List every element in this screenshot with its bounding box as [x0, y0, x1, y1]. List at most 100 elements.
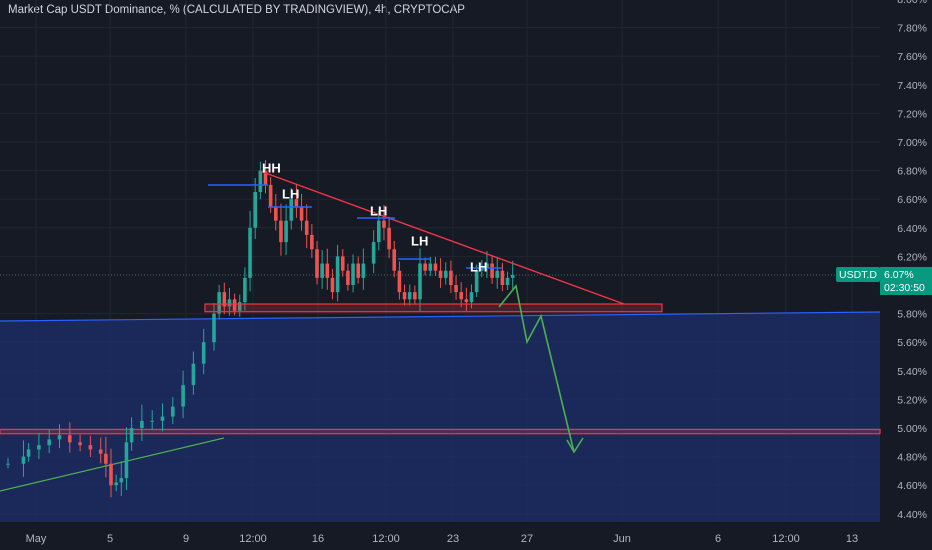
- y-axis-tick: 5.80%: [897, 309, 927, 321]
- lower-support-zone: [0, 428, 881, 435]
- y-axis-tick: 5.40%: [897, 366, 927, 378]
- candle-body: [299, 206, 304, 221]
- candle-body: [469, 292, 474, 303]
- candle-body: [402, 292, 407, 300]
- y-axis-tick: 5.00%: [897, 423, 927, 435]
- x-axis-tick: 13: [846, 533, 858, 545]
- symbol-badge: [836, 266, 880, 282]
- price-value: 6.07%: [884, 269, 914, 281]
- candle-body: [418, 263, 422, 300]
- x-axis-tick: 9: [183, 533, 189, 545]
- candle-body: [510, 274, 515, 278]
- x-axis-tick: 5: [107, 533, 113, 545]
- candle-body: [160, 416, 165, 421]
- candle-body: [129, 428, 134, 443]
- candle-body: [464, 299, 469, 303]
- x-axis-tick: 12:00: [239, 533, 267, 545]
- candle-body: [289, 199, 294, 221]
- candle-body: [413, 292, 417, 300]
- candle-body: [274, 206, 278, 221]
- candle-body: [232, 299, 237, 311]
- candle-body: [268, 184, 273, 207]
- chart-title: Market Cap USDT Dominance, % (CALCULATED…: [8, 4, 465, 16]
- y-axis-tick: 7.60%: [897, 51, 927, 63]
- candle-body: [377, 220, 381, 243]
- candle-body: [320, 263, 324, 278]
- candle-body: [443, 270, 448, 278]
- candle-body: [495, 270, 500, 278]
- descending-resistance-line: [259, 170, 625, 305]
- candle-body: [315, 249, 319, 278]
- candle-body: [222, 292, 227, 307]
- candle-body: [294, 199, 299, 207]
- x-axis-tick: 16: [312, 533, 324, 545]
- candle-body: [407, 292, 412, 300]
- candle-body: [449, 270, 453, 285]
- y-axis-tick: 4.60%: [897, 480, 927, 492]
- candle-body: [387, 227, 391, 250]
- candle-body: [392, 249, 397, 271]
- candle-body: [217, 292, 221, 314]
- candle-body: [201, 342, 206, 364]
- candle-body: [78, 442, 82, 446]
- candle-body: [21, 456, 26, 464]
- candle-body: [454, 285, 458, 293]
- label-lh-4: LH: [470, 259, 487, 274]
- candle-body: [248, 227, 252, 278]
- label-hh-0: HH: [262, 161, 281, 176]
- candle-body: [57, 435, 62, 440]
- candle-body: [98, 449, 103, 454]
- candle-body: [371, 242, 376, 264]
- candle-body: [47, 439, 51, 446]
- projection-arrowhead: [566, 437, 584, 454]
- candle-body: [397, 270, 402, 293]
- y-axis-tick: 8.00%: [897, 0, 927, 6]
- candle-body: [191, 363, 196, 386]
- projection-path: [498, 284, 575, 453]
- candle-body: [68, 435, 72, 443]
- candle-body: [428, 263, 433, 271]
- candle-body: [109, 463, 113, 486]
- label-lh-3: LH: [411, 234, 428, 249]
- candle-body: [459, 292, 463, 300]
- candle-body: [171, 406, 175, 417]
- x-axis-tick: 12:00: [372, 533, 400, 545]
- candle-body: [485, 263, 489, 268]
- candle-body: [26, 449, 31, 457]
- candle-body: [505, 277, 510, 285]
- x-axis-tick: 23: [447, 533, 459, 545]
- candle-body: [356, 263, 360, 278]
- candle-body: [438, 270, 443, 278]
- blue-trendline: [0, 311, 881, 322]
- candle-body: [490, 263, 494, 278]
- x-axis-tick: May: [26, 533, 47, 545]
- candle-body: [433, 263, 438, 271]
- candle-body: [325, 263, 330, 278]
- neckline-zone: [204, 303, 663, 313]
- y-axis-tick: 7.80%: [897, 23, 927, 35]
- candle-body: [335, 256, 340, 293]
- y-axis-tick: 6.80%: [897, 166, 927, 178]
- candle-body: [253, 192, 257, 228]
- candle-body: [474, 270, 479, 293]
- candle-body: [114, 482, 118, 486]
- candle-body: [361, 263, 366, 278]
- candle-body: [181, 385, 185, 407]
- candle-body: [304, 220, 309, 235]
- candle-body: [480, 267, 484, 271]
- y-axis-tick: 7.20%: [897, 108, 927, 120]
- candle-body: [284, 220, 288, 243]
- candle-body: [6, 463, 10, 465]
- x-axis-tick: 6: [715, 533, 721, 545]
- label-lh-2: LH: [370, 204, 387, 219]
- candle-body: [258, 170, 263, 193]
- y-axis-tick: 5.60%: [897, 337, 927, 349]
- candle-body: [212, 313, 216, 343]
- support-zone-area: [0, 312, 880, 522]
- candle-body: [310, 234, 314, 250]
- price-badge: [880, 266, 932, 295]
- candle-body: [351, 263, 355, 285]
- candle-body: [140, 420, 144, 428]
- candle-body: [382, 220, 386, 228]
